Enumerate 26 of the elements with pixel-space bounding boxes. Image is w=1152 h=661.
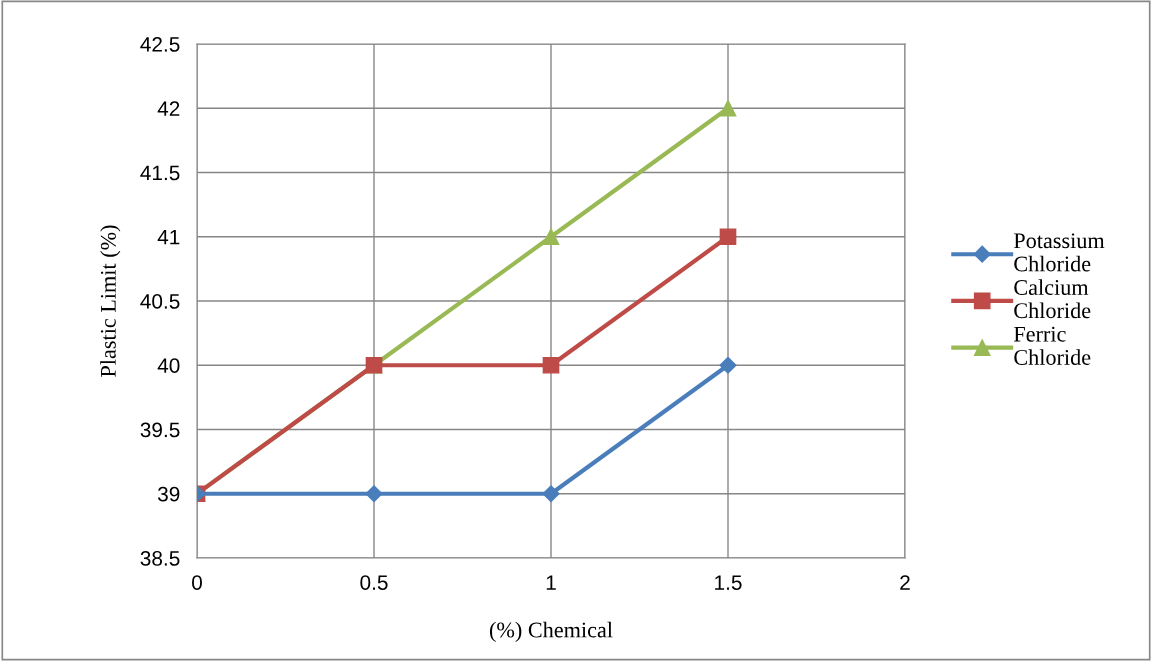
- x-tick-label: 1.5: [715, 575, 742, 590]
- point: [719, 228, 737, 246]
- y-tick-label: 42.5: [140, 37, 180, 52]
- y-tick-label: 40.5: [140, 294, 180, 309]
- legend-label: Potassium Chloride: [1013, 233, 1105, 272]
- y-tick-label: 38.5: [140, 551, 180, 566]
- y-tick-label: 39: [157, 486, 180, 502]
- point: [719, 99, 737, 117]
- point: [542, 485, 560, 503]
- point: [542, 356, 560, 374]
- x-tick-label: 0: [192, 575, 202, 590]
- y-tick-label: 40: [157, 358, 180, 373]
- legend-label: Ferric Chloride: [1013, 326, 1091, 365]
- point: [542, 228, 560, 246]
- y-tick-label: 41: [157, 229, 180, 245]
- point: [365, 485, 383, 503]
- point: [719, 356, 737, 374]
- y-tick-label: 42: [157, 101, 180, 116]
- y-axis-title: Plastic Limit (%): [100, 225, 121, 377]
- x-tick-label: 1: [546, 575, 556, 590]
- x-tick-label: 0.5: [360, 575, 388, 590]
- x-axis-title: (%) Chemical: [489, 621, 613, 643]
- y-tick-label: 39.5: [140, 422, 180, 438]
- y-tick-label: 41.5: [140, 165, 180, 181]
- legend-label: Calcium Chloride: [1014, 279, 1091, 319]
- x-tick-label: 2: [900, 575, 910, 590]
